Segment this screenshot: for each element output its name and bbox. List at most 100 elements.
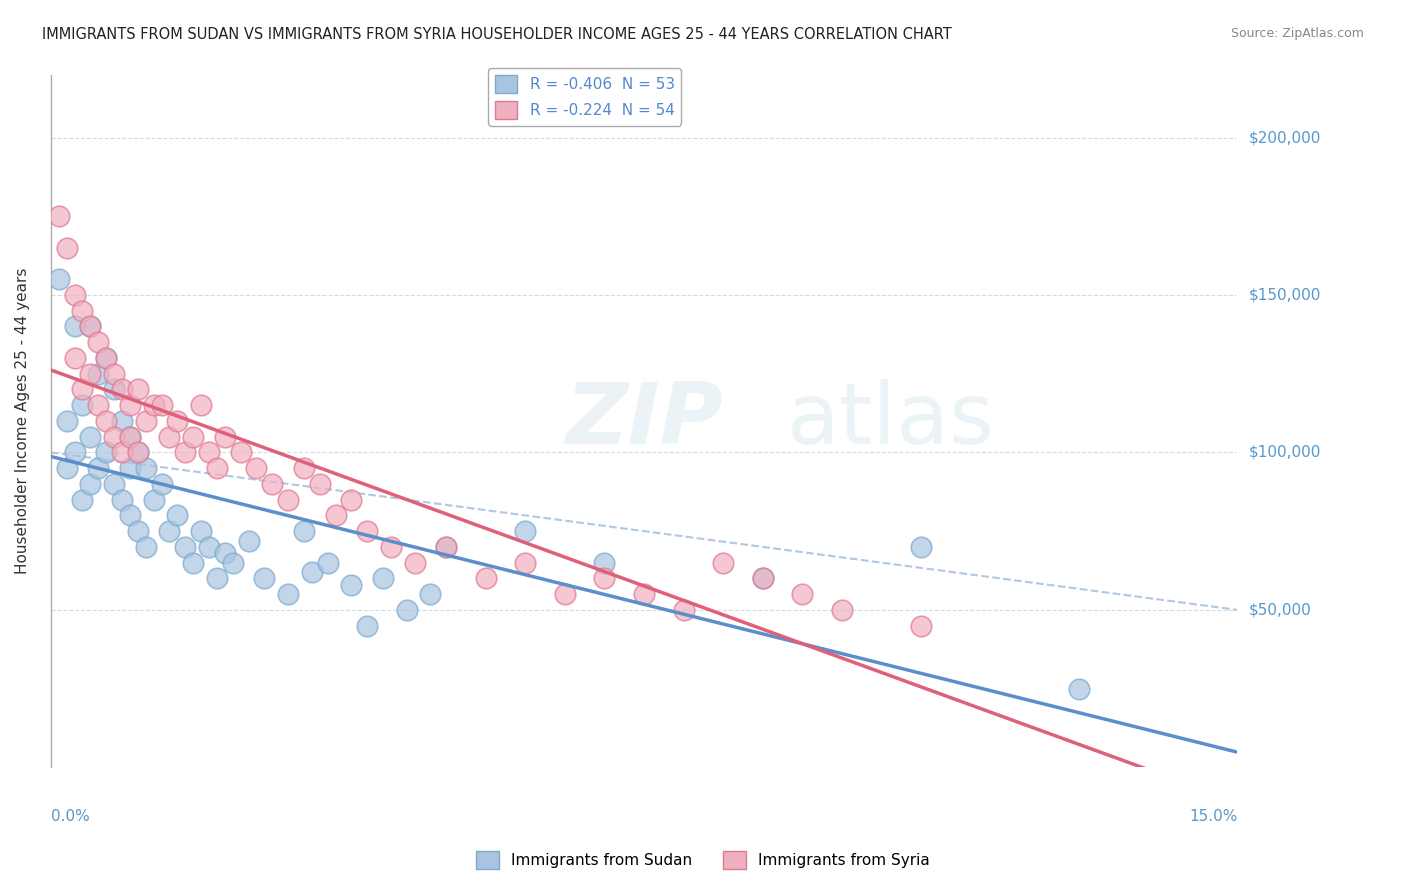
Text: Source: ZipAtlas.com: Source: ZipAtlas.com: [1230, 27, 1364, 40]
Point: [142, 398, 165, 412]
Point: [96, 414, 118, 428]
Point: [96, 351, 118, 365]
Point: [554, 587, 576, 601]
Point: [118, 430, 141, 444]
Point: [404, 556, 426, 570]
Point: [55, 414, 77, 428]
Point: [48, 209, 70, 223]
Point: [831, 603, 853, 617]
Point: [72, 398, 94, 412]
Point: [79, 367, 101, 381]
Text: $150,000: $150,000: [1249, 287, 1320, 302]
Point: [159, 524, 181, 538]
Point: [79, 477, 101, 491]
Point: [672, 603, 695, 617]
Point: [308, 477, 330, 491]
Point: [434, 540, 457, 554]
Point: [103, 383, 125, 397]
Point: [127, 445, 149, 459]
Text: IMMIGRANTS FROM SUDAN VS IMMIGRANTS FROM SYRIA HOUSEHOLDER INCOME AGES 25 - 44 Y: IMMIGRANTS FROM SUDAN VS IMMIGRANTS FROM…: [42, 27, 952, 42]
Point: [87, 461, 110, 475]
Legend: R = -0.406  N = 53, R = -0.224  N = 54: R = -0.406 N = 53, R = -0.224 N = 54: [488, 69, 681, 126]
Point: [63, 351, 86, 365]
Point: [72, 383, 94, 397]
Point: [325, 508, 347, 523]
Point: [340, 577, 363, 591]
Point: [142, 492, 165, 507]
Point: [111, 445, 134, 459]
Point: [72, 492, 94, 507]
Point: [118, 461, 141, 475]
Point: [910, 540, 932, 554]
Point: [127, 524, 149, 538]
Point: [79, 319, 101, 334]
Point: [190, 398, 212, 412]
Point: [222, 556, 245, 570]
Point: [111, 383, 134, 397]
Text: $50,000: $50,000: [1249, 602, 1310, 617]
Point: [340, 492, 363, 507]
Point: [751, 571, 773, 585]
Point: [214, 430, 236, 444]
Point: [150, 398, 173, 412]
Point: [229, 445, 252, 459]
Point: [356, 618, 378, 632]
Point: [238, 533, 260, 548]
Point: [135, 414, 157, 428]
Point: [262, 477, 284, 491]
Point: [118, 430, 141, 444]
Point: [292, 524, 315, 538]
Point: [515, 556, 537, 570]
Point: [55, 461, 77, 475]
Point: [371, 571, 394, 585]
Point: [181, 430, 204, 444]
Text: $200,000: $200,000: [1249, 130, 1320, 145]
Point: [135, 461, 157, 475]
Point: [205, 571, 228, 585]
Point: [277, 492, 299, 507]
Point: [79, 319, 101, 334]
Point: [103, 477, 125, 491]
Point: [48, 272, 70, 286]
Point: [111, 492, 134, 507]
Legend: Immigrants from Sudan, Immigrants from Syria: Immigrants from Sudan, Immigrants from S…: [470, 845, 936, 875]
Point: [316, 556, 339, 570]
Point: [166, 414, 188, 428]
Point: [910, 618, 932, 632]
Point: [711, 556, 734, 570]
Point: [96, 351, 118, 365]
Point: [96, 445, 118, 459]
Point: [87, 335, 110, 350]
Text: 15.0%: 15.0%: [1189, 809, 1237, 824]
Y-axis label: Householder Income Ages 25 - 44 years: Householder Income Ages 25 - 44 years: [15, 268, 30, 574]
Point: [593, 571, 616, 585]
Point: [63, 288, 86, 302]
Point: [174, 445, 197, 459]
Point: [87, 398, 110, 412]
Point: [253, 571, 276, 585]
Point: [356, 524, 378, 538]
Point: [127, 383, 149, 397]
Point: [245, 461, 267, 475]
Point: [111, 414, 134, 428]
Point: [150, 477, 173, 491]
Point: [380, 540, 402, 554]
Text: $100,000: $100,000: [1249, 445, 1320, 460]
Point: [277, 587, 299, 601]
Point: [79, 430, 101, 444]
Point: [127, 445, 149, 459]
Point: [55, 241, 77, 255]
Point: [475, 571, 498, 585]
Point: [198, 540, 221, 554]
Point: [63, 445, 86, 459]
Point: [190, 524, 212, 538]
Point: [419, 587, 441, 601]
Point: [103, 430, 125, 444]
Point: [174, 540, 197, 554]
Point: [593, 556, 616, 570]
Point: [751, 571, 773, 585]
Point: [159, 430, 181, 444]
Point: [301, 565, 323, 579]
Point: [103, 367, 125, 381]
Point: [792, 587, 814, 601]
